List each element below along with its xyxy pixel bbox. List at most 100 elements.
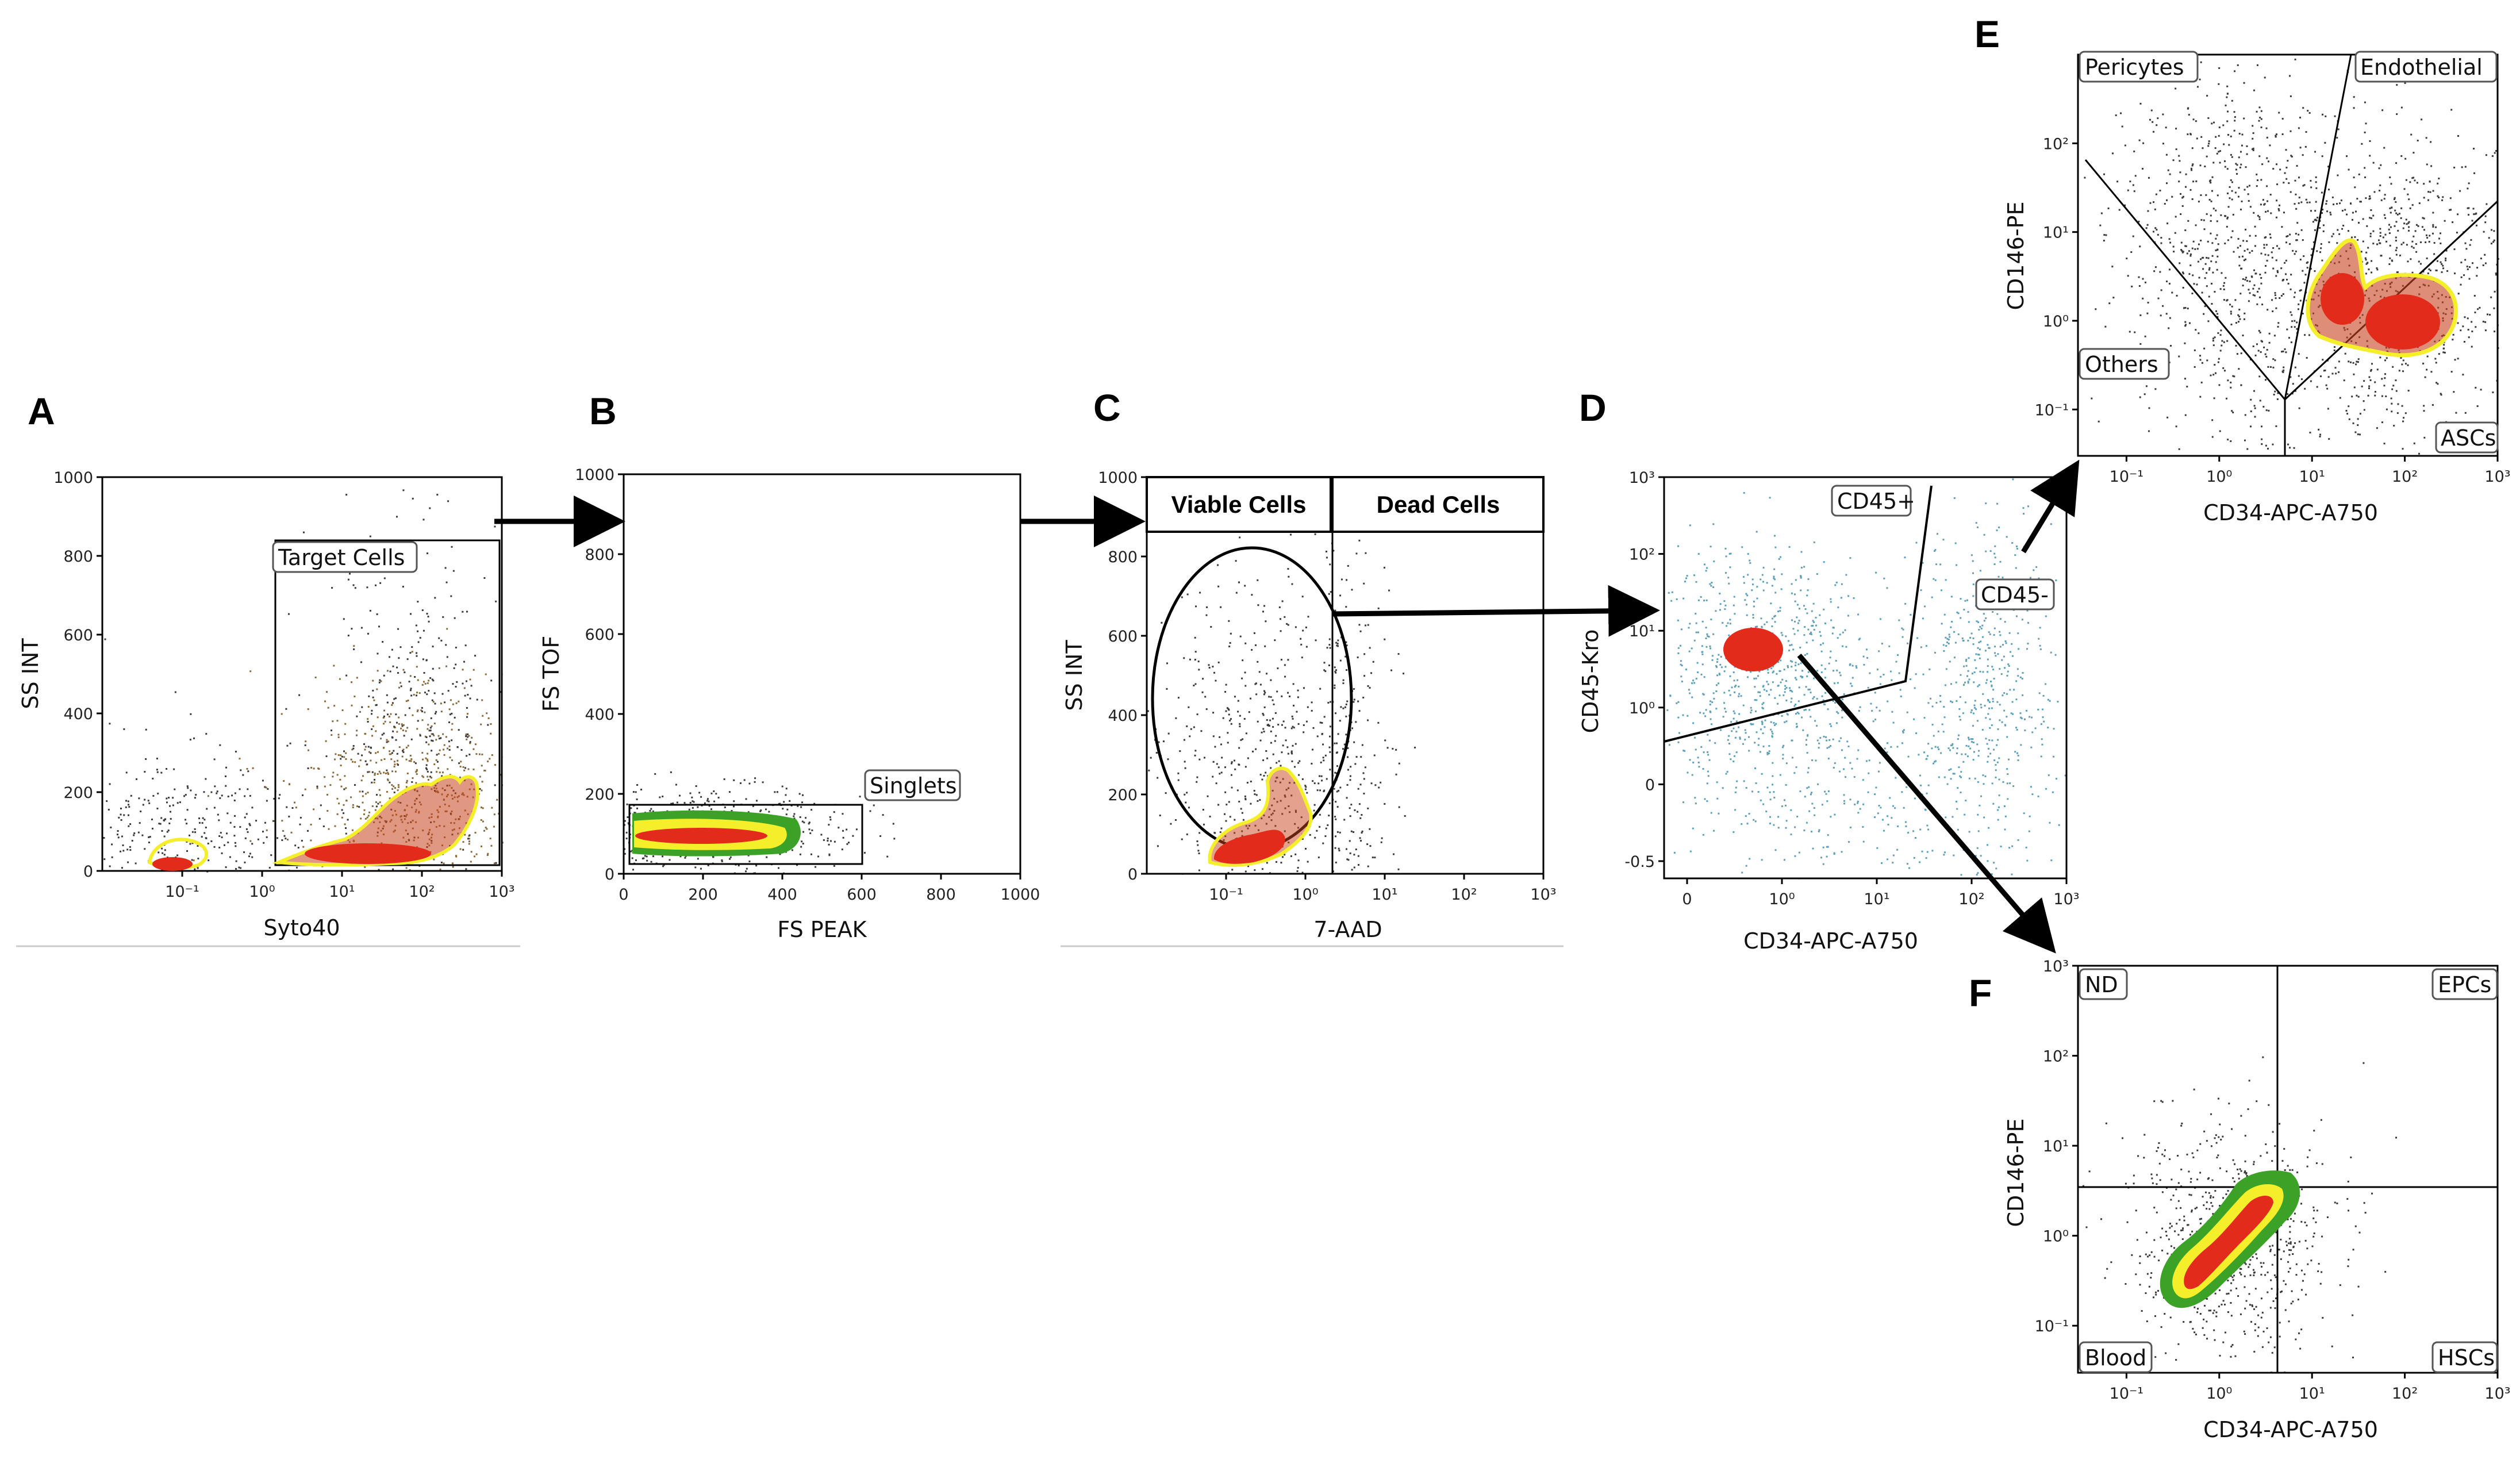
event-dot — [1889, 797, 1891, 799]
event-dot — [1242, 819, 1244, 821]
event-dot — [359, 759, 362, 762]
event-dot — [401, 723, 403, 725]
event-dot — [387, 779, 389, 781]
event-dot — [455, 855, 457, 857]
event-dot — [1989, 752, 1992, 755]
event-dot — [1754, 686, 1756, 688]
event-dot — [2216, 234, 2218, 236]
event-dot — [460, 761, 462, 763]
event-dot — [1857, 800, 1859, 802]
event-dot — [1709, 583, 1711, 585]
event-dot — [1869, 672, 1871, 674]
event-dot — [2192, 181, 2195, 183]
event-dot — [2388, 224, 2390, 226]
y-tick-label: 400 — [1108, 707, 1138, 725]
event-dot — [2031, 793, 2034, 796]
event-dot — [662, 855, 664, 858]
event-dot — [2191, 147, 2194, 149]
event-dot — [481, 789, 483, 792]
event-dot — [1262, 712, 1264, 715]
event-dot — [700, 867, 702, 870]
event-dot — [1924, 808, 1926, 811]
x-tick-label: 10⁻¹ — [165, 883, 199, 901]
event-dot — [2254, 407, 2256, 409]
event-dot — [1724, 711, 1727, 713]
event-dot — [1950, 596, 1953, 598]
event-dot — [2391, 410, 2393, 413]
event-dot — [249, 670, 252, 673]
event-dot — [2214, 372, 2216, 374]
event-dot — [625, 831, 628, 834]
event-dot — [378, 789, 381, 791]
event-dot — [1732, 831, 1735, 833]
event-dot — [1974, 777, 1976, 780]
event-dot — [1685, 669, 1687, 671]
event-dot — [1760, 728, 1762, 731]
event-dot — [2185, 245, 2187, 247]
event-dot — [1329, 563, 1331, 566]
event-dot — [1300, 643, 1303, 646]
event-dot — [1305, 626, 1307, 628]
event-dot — [1380, 781, 1382, 784]
event-dot — [2195, 329, 2197, 331]
event-dot — [1338, 847, 1340, 850]
event-dot — [1734, 712, 1736, 715]
event-dot — [2043, 720, 2045, 723]
event-dot — [2305, 131, 2307, 133]
event-dot — [1748, 813, 1750, 815]
event-dot — [1276, 690, 1278, 693]
event-dot — [2385, 395, 2387, 397]
event-dot — [2212, 162, 2215, 164]
event-dot — [1991, 724, 1993, 727]
event-dot — [1328, 735, 1331, 738]
event-dot — [2166, 222, 2169, 225]
event-dot — [1682, 597, 1685, 600]
event-dot — [2347, 230, 2349, 232]
event-dot — [2296, 321, 2298, 324]
event-dot — [2424, 376, 2426, 378]
event-dot — [481, 845, 483, 847]
event-dot — [2267, 254, 2269, 256]
event-dot — [2435, 226, 2437, 228]
event-dot — [1162, 740, 1165, 743]
event-dot — [2302, 312, 2304, 314]
event-dot — [422, 681, 425, 683]
event-dot — [424, 735, 427, 738]
panel-d-density-core — [1723, 628, 1783, 671]
event-dot — [2138, 220, 2140, 222]
event-dot — [1712, 633, 1715, 635]
event-dot — [1358, 864, 1360, 866]
event-dot — [1259, 739, 1262, 742]
event-dot — [109, 865, 111, 867]
event-dot — [1337, 733, 1339, 735]
event-dot — [1781, 746, 1784, 748]
x-tick-label: 10² — [409, 883, 435, 901]
event-dot — [1986, 844, 1988, 846]
event-dot — [1194, 750, 1197, 752]
event-dot — [1762, 685, 1765, 687]
event-dot — [344, 733, 346, 735]
event-dot — [1244, 870, 1247, 873]
event-dot — [1220, 606, 1222, 608]
event-dot — [1374, 857, 1376, 859]
event-dot — [1758, 738, 1760, 740]
event-dot — [436, 754, 438, 756]
event-dot — [1794, 826, 1796, 828]
event-dot — [852, 835, 854, 837]
event-dot — [186, 823, 188, 825]
event-dot — [2012, 785, 2015, 787]
event-dot — [1772, 617, 1774, 620]
event-dot — [2015, 698, 2018, 701]
event-dot — [1999, 618, 2002, 620]
event-dot — [1711, 659, 1714, 661]
event-dot — [2254, 416, 2256, 418]
event-dot — [1814, 814, 1816, 816]
y-tick-label: 400 — [63, 705, 93, 723]
event-dot — [1841, 749, 1843, 751]
event-dot — [1221, 757, 1223, 759]
event-dot — [1808, 786, 1810, 788]
event-dot — [1159, 815, 1161, 817]
event-dot — [352, 747, 355, 750]
event-dot — [1383, 566, 1385, 569]
event-dot — [485, 673, 487, 675]
